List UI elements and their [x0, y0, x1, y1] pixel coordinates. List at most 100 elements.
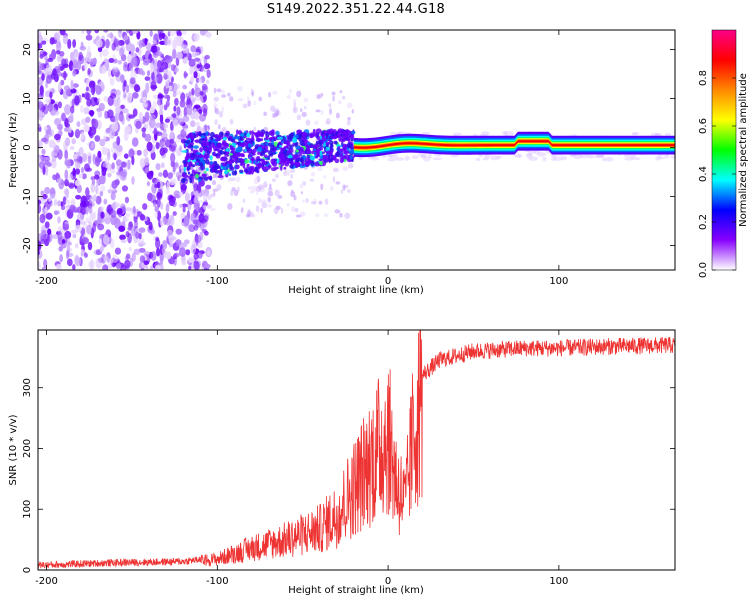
spectrogram-cell	[289, 88, 292, 94]
spectrogram-cell	[247, 100, 252, 107]
spectrogram-cell	[138, 227, 146, 233]
spectrogram-cell	[245, 168, 248, 174]
spectrogram-cell	[169, 129, 174, 141]
spectrogram-cell	[587, 154, 594, 159]
spectrogram-cell	[235, 176, 241, 183]
spectrogram-cell	[315, 140, 319, 145]
spectrogram-cell	[79, 45, 87, 51]
spectrogram-cell	[247, 154, 253, 158]
spectrogram-cell	[83, 237, 90, 245]
spectrogram-cell	[624, 156, 635, 161]
spectrogram-cell	[324, 198, 329, 205]
spectrogram-cell	[211, 180, 217, 186]
spectrogram-cell	[38, 101, 44, 111]
spectrogram-cell	[258, 96, 263, 102]
spectrogram-cell	[199, 147, 203, 153]
spectrogram-cell	[110, 209, 117, 219]
spectrogram-cell	[203, 230, 209, 236]
spectrogram-cell	[299, 140, 305, 146]
spectrogram-cell	[123, 153, 129, 159]
spectrogram-cell	[192, 219, 198, 225]
colorbar-tick-label: 0.8	[698, 70, 709, 86]
spectrogram-cell	[100, 211, 105, 219]
y-tick-label: 100	[22, 500, 33, 519]
spectrogram-cell	[295, 155, 298, 159]
spectrogram-cell	[389, 132, 398, 136]
spectrogram-cell	[268, 183, 272, 190]
spectrogram-cell	[161, 247, 166, 255]
spectrogram-cell	[267, 204, 273, 208]
spectrogram-cell	[57, 124, 63, 131]
spectrogram-cell	[286, 149, 292, 154]
spectrogram-cell	[85, 187, 90, 197]
spectrogram-cell	[165, 79, 170, 89]
spectrogram-cell	[143, 260, 149, 266]
spectrogram-cell	[156, 210, 162, 222]
spectrogram-cell	[309, 178, 315, 182]
spectrogram-cell	[146, 181, 151, 187]
spectrogram-cell	[106, 33, 112, 39]
spectrogram-cell	[111, 180, 118, 189]
spectrogram-cell	[69, 145, 75, 150]
spectrogram-cell	[210, 160, 213, 165]
spectrogram-cell	[323, 156, 328, 160]
spectrogram-cell	[344, 150, 350, 155]
spectrogram-cell	[342, 143, 348, 150]
spectrogram-cell	[484, 154, 491, 159]
snr-x-ticks: -200 -100 0 100	[35, 330, 568, 587]
spectrogram-cell	[257, 146, 263, 152]
spectrogram-cell	[198, 108, 203, 114]
spectrogram-cell	[573, 153, 582, 160]
spectrogram-cell	[224, 132, 230, 136]
spectrogram-cell	[116, 174, 121, 180]
spectrogram-cell	[173, 252, 180, 258]
spectrogram-cell	[335, 181, 341, 185]
spectrogram-cell	[296, 114, 302, 121]
spectrogram-cell	[305, 144, 310, 151]
spectrogram-cell	[216, 143, 222, 148]
y-tick-label: 300	[22, 378, 33, 397]
spectrogram-cell	[334, 209, 341, 214]
spectrogram-cell	[95, 84, 100, 95]
spectrogram-cell	[45, 98, 51, 104]
spectrogram-cell	[83, 252, 88, 258]
snr-series-line	[38, 330, 675, 569]
spectrogram-cell	[114, 41, 121, 46]
spectrogram-cell	[155, 247, 161, 257]
spectrogram-cell	[198, 78, 203, 84]
spectrogram-cell	[256, 158, 263, 162]
spectrogram-cell	[149, 194, 156, 204]
spectrogram-cell	[335, 131, 339, 135]
spectrogram-cell	[130, 58, 136, 65]
spectrogram-cell	[101, 148, 109, 155]
spectrogram-cell	[229, 118, 234, 125]
spectrogram-cell	[114, 112, 119, 124]
spectrogram-cell	[268, 142, 273, 147]
spectrogram-cell	[280, 160, 285, 167]
spectrogram-cell	[155, 141, 160, 150]
spectrogram-cell	[315, 128, 322, 135]
spectrogram-cell	[141, 70, 146, 76]
spectrogram-cell	[120, 74, 125, 84]
spectrogram-cell	[246, 96, 250, 101]
spectrogram-cell	[111, 262, 117, 267]
spectrogram-cell	[154, 58, 158, 68]
spectrogram-cell	[329, 108, 332, 115]
spectrogram-cell	[121, 185, 128, 192]
spectrogram-cell	[63, 188, 69, 196]
spectrogram-cell	[54, 117, 62, 126]
spectrogram-cell	[263, 111, 267, 117]
spectrogram-cell	[69, 51, 75, 62]
spectrogram-cell	[214, 134, 220, 139]
spectrogram-cell	[221, 106, 225, 113]
spectrogram-cell	[371, 156, 380, 161]
spectrogram-cell	[47, 57, 54, 63]
spectrogram-cell	[72, 70, 77, 77]
spectrogram-cell	[138, 233, 142, 240]
spectrogram-cell	[57, 230, 63, 242]
spectrogram-cell	[42, 193, 48, 200]
spectrogram-cell	[81, 173, 87, 180]
spectrogram-cell	[332, 95, 335, 102]
spectrogram-cell	[271, 148, 276, 152]
spectrogram-cell	[159, 113, 164, 124]
